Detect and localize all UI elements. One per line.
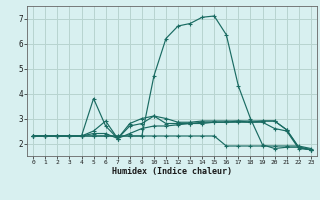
X-axis label: Humidex (Indice chaleur): Humidex (Indice chaleur) <box>112 167 232 176</box>
